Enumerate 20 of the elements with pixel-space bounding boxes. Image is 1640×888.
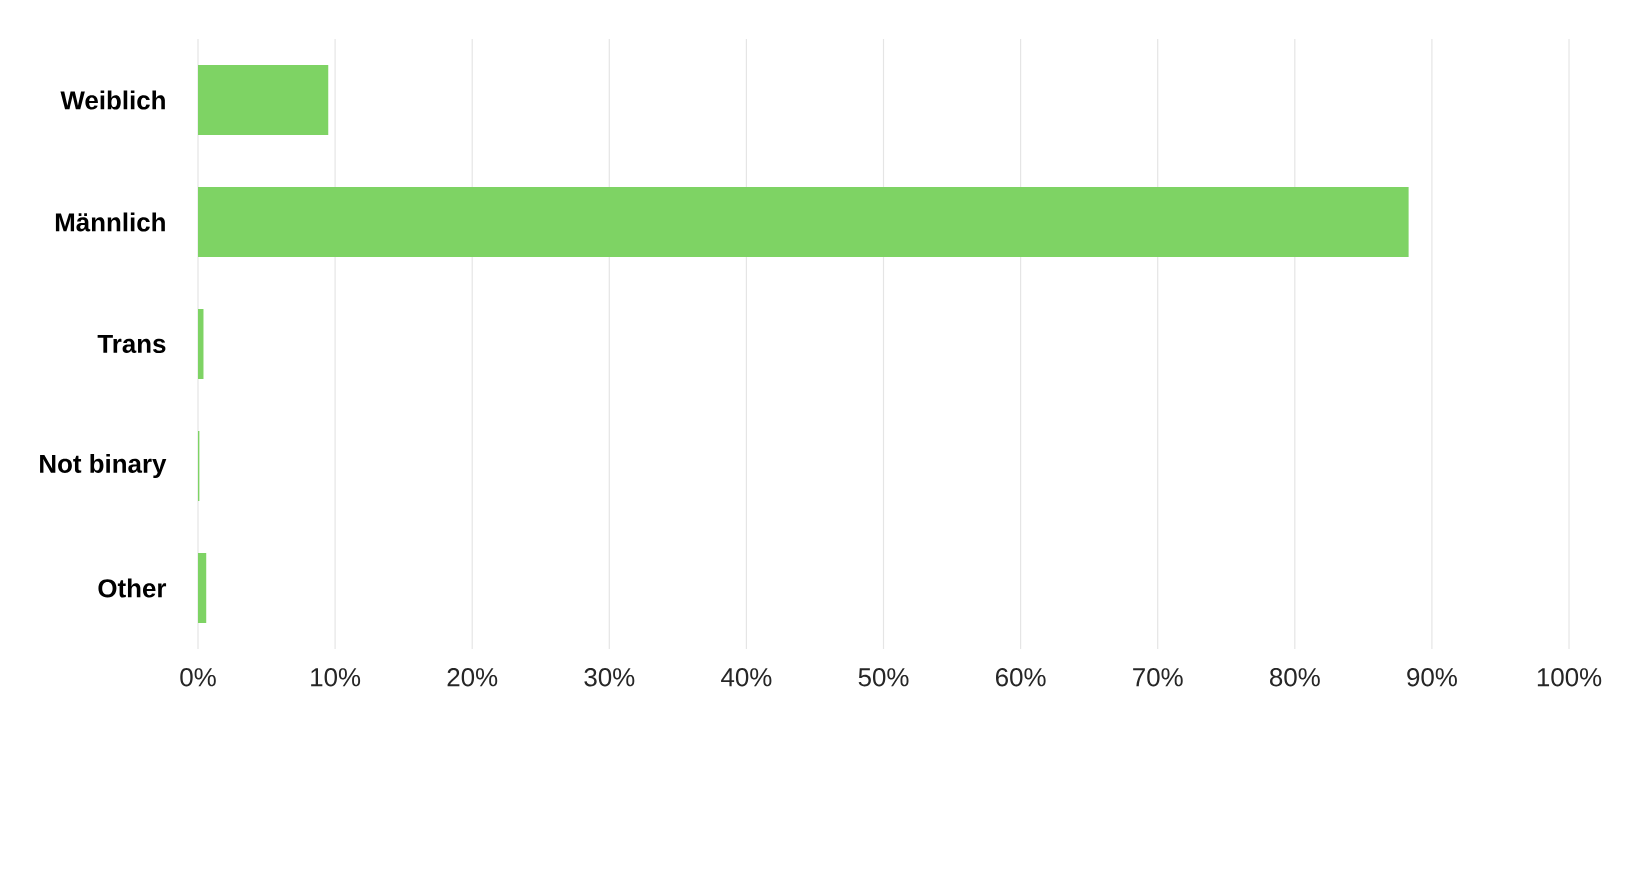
bar [198,553,207,624]
x-tick-label: 50% [858,668,909,687]
x-tick-label: 80% [1270,668,1320,687]
bar [198,187,1409,258]
y-tick-label: Männlich [55,212,165,232]
x-tick-label: 70% [1133,668,1183,687]
x-tick-label: 90% [1407,668,1457,687]
x-tick-label: 100% [1537,668,1602,687]
x-tick-label: 30% [584,668,635,687]
x-tick-label: 20% [447,668,498,687]
y-tick-label: Not binary [40,453,167,479]
x-tick-label: 10% [311,668,361,687]
bar [198,65,329,136]
x-tick-label: 40% [721,668,772,687]
y-tick-label: Other [98,578,167,598]
y-tick-label: Trans [97,334,166,354]
x-tick-label: 60% [996,668,1046,687]
y-tick-label: Weiblich [60,90,165,110]
bar [198,309,204,380]
x-tick-label: 0% [180,668,216,687]
